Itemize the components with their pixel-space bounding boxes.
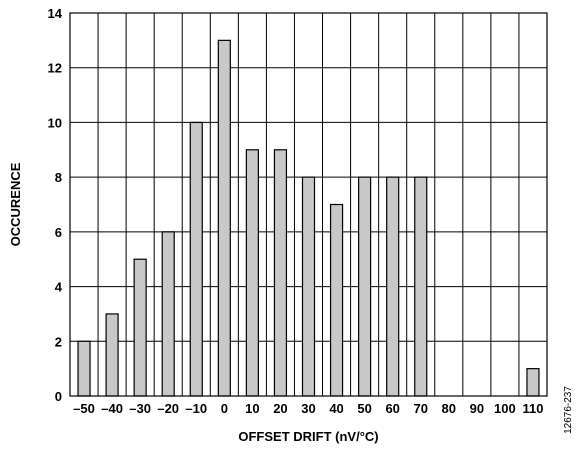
x-tick-label: –20 <box>157 401 179 416</box>
x-tick-label: 70 <box>414 401 428 416</box>
y-tick-label: 2 <box>55 334 62 349</box>
x-axis-title: OFFSET DRIFT (nV/°C) <box>238 429 378 444</box>
bar <box>217 39 231 397</box>
figure-id: 12676-237 <box>563 386 574 434</box>
bar <box>133 258 147 397</box>
bar <box>329 203 344 397</box>
bar <box>301 176 316 397</box>
x-tick-label: 110 <box>522 401 543 416</box>
y-tick-label: 4 <box>55 280 63 295</box>
bar <box>77 340 91 397</box>
bar <box>245 149 259 397</box>
grid-lines <box>70 12 547 397</box>
x-tick-label: 90 <box>470 401 484 416</box>
x-tick-label: –30 <box>129 401 151 416</box>
x-tick-label: 50 <box>357 401 371 416</box>
x-tick-label: 40 <box>329 401 343 416</box>
y-tick-label: 6 <box>55 225 62 240</box>
x-tick-label: 100 <box>494 401 516 416</box>
x-tick-label: 80 <box>442 401 456 416</box>
x-tick-label: 30 <box>301 401 315 416</box>
x-tick-label: 20 <box>273 401 287 416</box>
x-tick-label: –40 <box>101 401 123 416</box>
bar <box>273 149 288 397</box>
x-tick-label: –50 <box>73 401 95 416</box>
bar <box>526 368 540 397</box>
x-tick-label: –10 <box>185 401 207 416</box>
bar <box>414 176 428 397</box>
bar <box>358 176 372 397</box>
y-tick-label: 12 <box>48 61 62 76</box>
y-axis-title: OCCURENCE <box>8 162 23 246</box>
bar <box>189 121 203 397</box>
plot-frame <box>69 12 548 397</box>
bar <box>161 231 175 397</box>
y-tick-label: 8 <box>55 170 62 185</box>
bar <box>386 176 400 397</box>
y-tick-label: 14 <box>48 6 63 21</box>
x-tick-labels: –50 –40 –30 –20 –10 0 10 20 30 40 50 60 70 80 90 100 110 <box>73 401 543 416</box>
y-tick-label: 0 <box>55 389 62 404</box>
bar-series <box>77 39 540 397</box>
x-tick-label: 0 <box>221 401 228 416</box>
x-tick-label: 60 <box>385 401 399 416</box>
y-tick-labels: 0 2 4 6 8 10 12 14 <box>48 6 63 404</box>
x-tick-label: 10 <box>245 401 259 416</box>
bar <box>105 313 119 397</box>
y-tick-label: 10 <box>48 115 62 130</box>
